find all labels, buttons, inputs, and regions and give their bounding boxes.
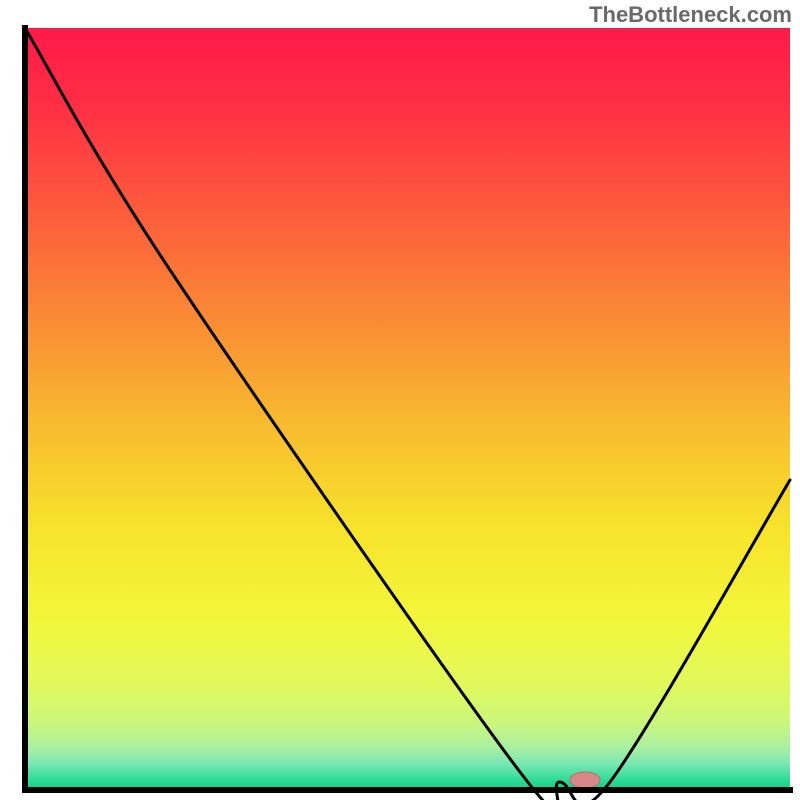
gradient-background: [25, 28, 790, 790]
optimal-marker: [570, 772, 600, 788]
watermark-text: TheBottleneck.com: [589, 2, 792, 28]
chart-container: TheBottleneck.com: [0, 0, 800, 800]
bottleneck-chart: [0, 0, 800, 800]
